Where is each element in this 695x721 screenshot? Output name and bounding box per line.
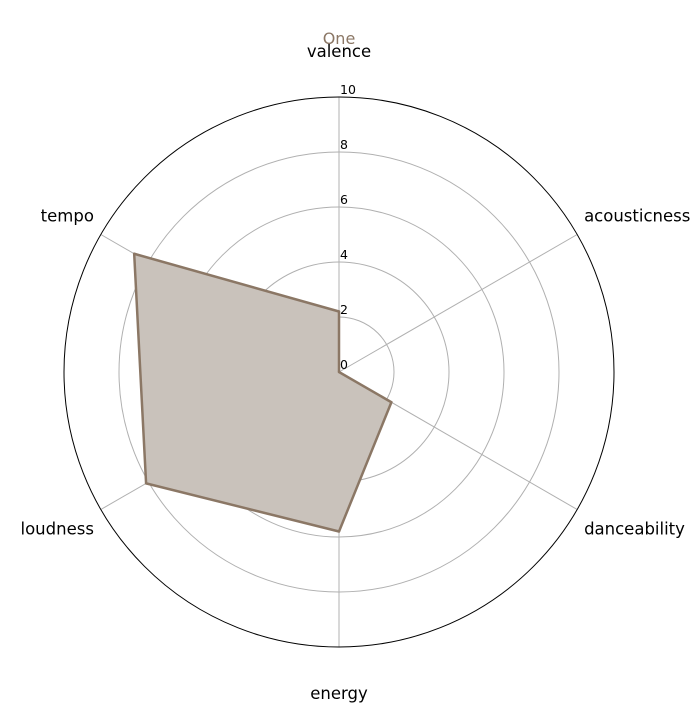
axis-label-energy: energy xyxy=(310,684,368,703)
series-layer xyxy=(132,252,393,533)
axis-label-valence: valence xyxy=(307,42,371,61)
series-point-acousticness xyxy=(337,370,341,374)
radial-tick-labels: 0 2 4 6 8 10 xyxy=(340,82,356,372)
rtick-label: 10 xyxy=(340,82,356,97)
rtick-label: 4 xyxy=(340,247,348,262)
axis-label-danceability: danceability xyxy=(584,520,685,539)
outer-frame-circle xyxy=(63,96,615,648)
series-point-danceability xyxy=(390,401,393,404)
spoke-acousticness xyxy=(338,234,578,373)
axis-label-tempo: tempo xyxy=(41,207,94,226)
rtick-label: 2 xyxy=(340,302,348,317)
chart-title: One xyxy=(323,29,356,48)
axis-label-acousticness: acousticness xyxy=(584,207,690,226)
rtick-label: 8 xyxy=(340,137,348,152)
axis-label-loudness: loudness xyxy=(21,520,94,539)
series-point-tempo xyxy=(132,252,136,255)
frame xyxy=(63,96,615,648)
rtick-label: 6 xyxy=(340,192,348,207)
rtick-label: 0 xyxy=(340,357,348,372)
series-point-valence xyxy=(337,310,341,313)
axis-labels: valence acousticness danceability energy lou… xyxy=(21,42,691,703)
series-point-energy xyxy=(337,530,341,533)
series-point-loudness xyxy=(144,482,148,485)
series-area xyxy=(134,253,392,532)
